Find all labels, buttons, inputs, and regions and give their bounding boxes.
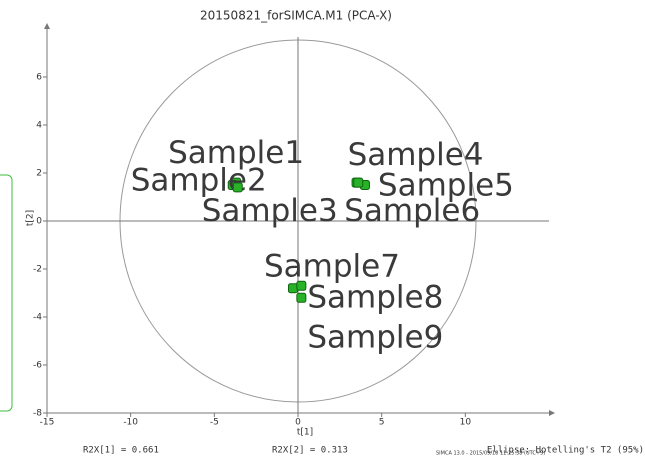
y-axis-arrow [44,23,50,29]
point-label: Sample2 [131,163,267,199]
point-label: Sample1 [168,135,304,171]
point-label: Sample6 [344,193,480,229]
y-tick-label: -2 [33,265,42,275]
point [353,177,364,188]
x-tick-label: -10 [123,418,138,428]
side-panel [0,174,13,412]
point [296,280,307,291]
x-axis-arrow [549,410,555,416]
point-label: Sample9 [307,319,443,355]
x-axis-label: t[1] [297,428,313,438]
y-tick-label: -8 [33,409,42,419]
y-tick-label: -4 [33,313,42,323]
x-tick-label: 0 [295,418,301,428]
y-axis-label: t[2] [26,210,36,226]
y-tick-label: 2 [36,169,42,179]
point [287,283,298,294]
point-label: Sample3 [202,193,338,229]
y-tick-label: 4 [36,121,42,131]
r2x1: R2X[1] = 0.661 [83,446,159,456]
software-note: SIMCA 13.0 - 2015/09/18 11:25:38 (UTC+9) [436,451,545,457]
point-label: Sample4 [348,137,484,173]
ellipse-note: Ellipse: Hotelling's T2 (95%) [487,446,644,456]
r2x2: R2X[2] = 0.313 [272,446,348,456]
chart-title: 20150821_forSIMCA.M1 (PCA-X) [200,9,392,23]
point [296,292,307,303]
y-tick-label: 6 [36,73,42,83]
y-tick-label: -6 [33,361,42,371]
x-tick-label: 5 [379,418,385,428]
point [232,182,243,193]
point-label: Sample7 [264,249,400,285]
point-label: Sample8 [307,279,443,315]
point-label: Sample5 [378,168,514,204]
x-tick-label: -5 [210,418,219,428]
x-tick-label: 10 [460,418,472,428]
x-tick-label: -15 [40,418,55,428]
y-tick-label: 0 [36,217,42,227]
